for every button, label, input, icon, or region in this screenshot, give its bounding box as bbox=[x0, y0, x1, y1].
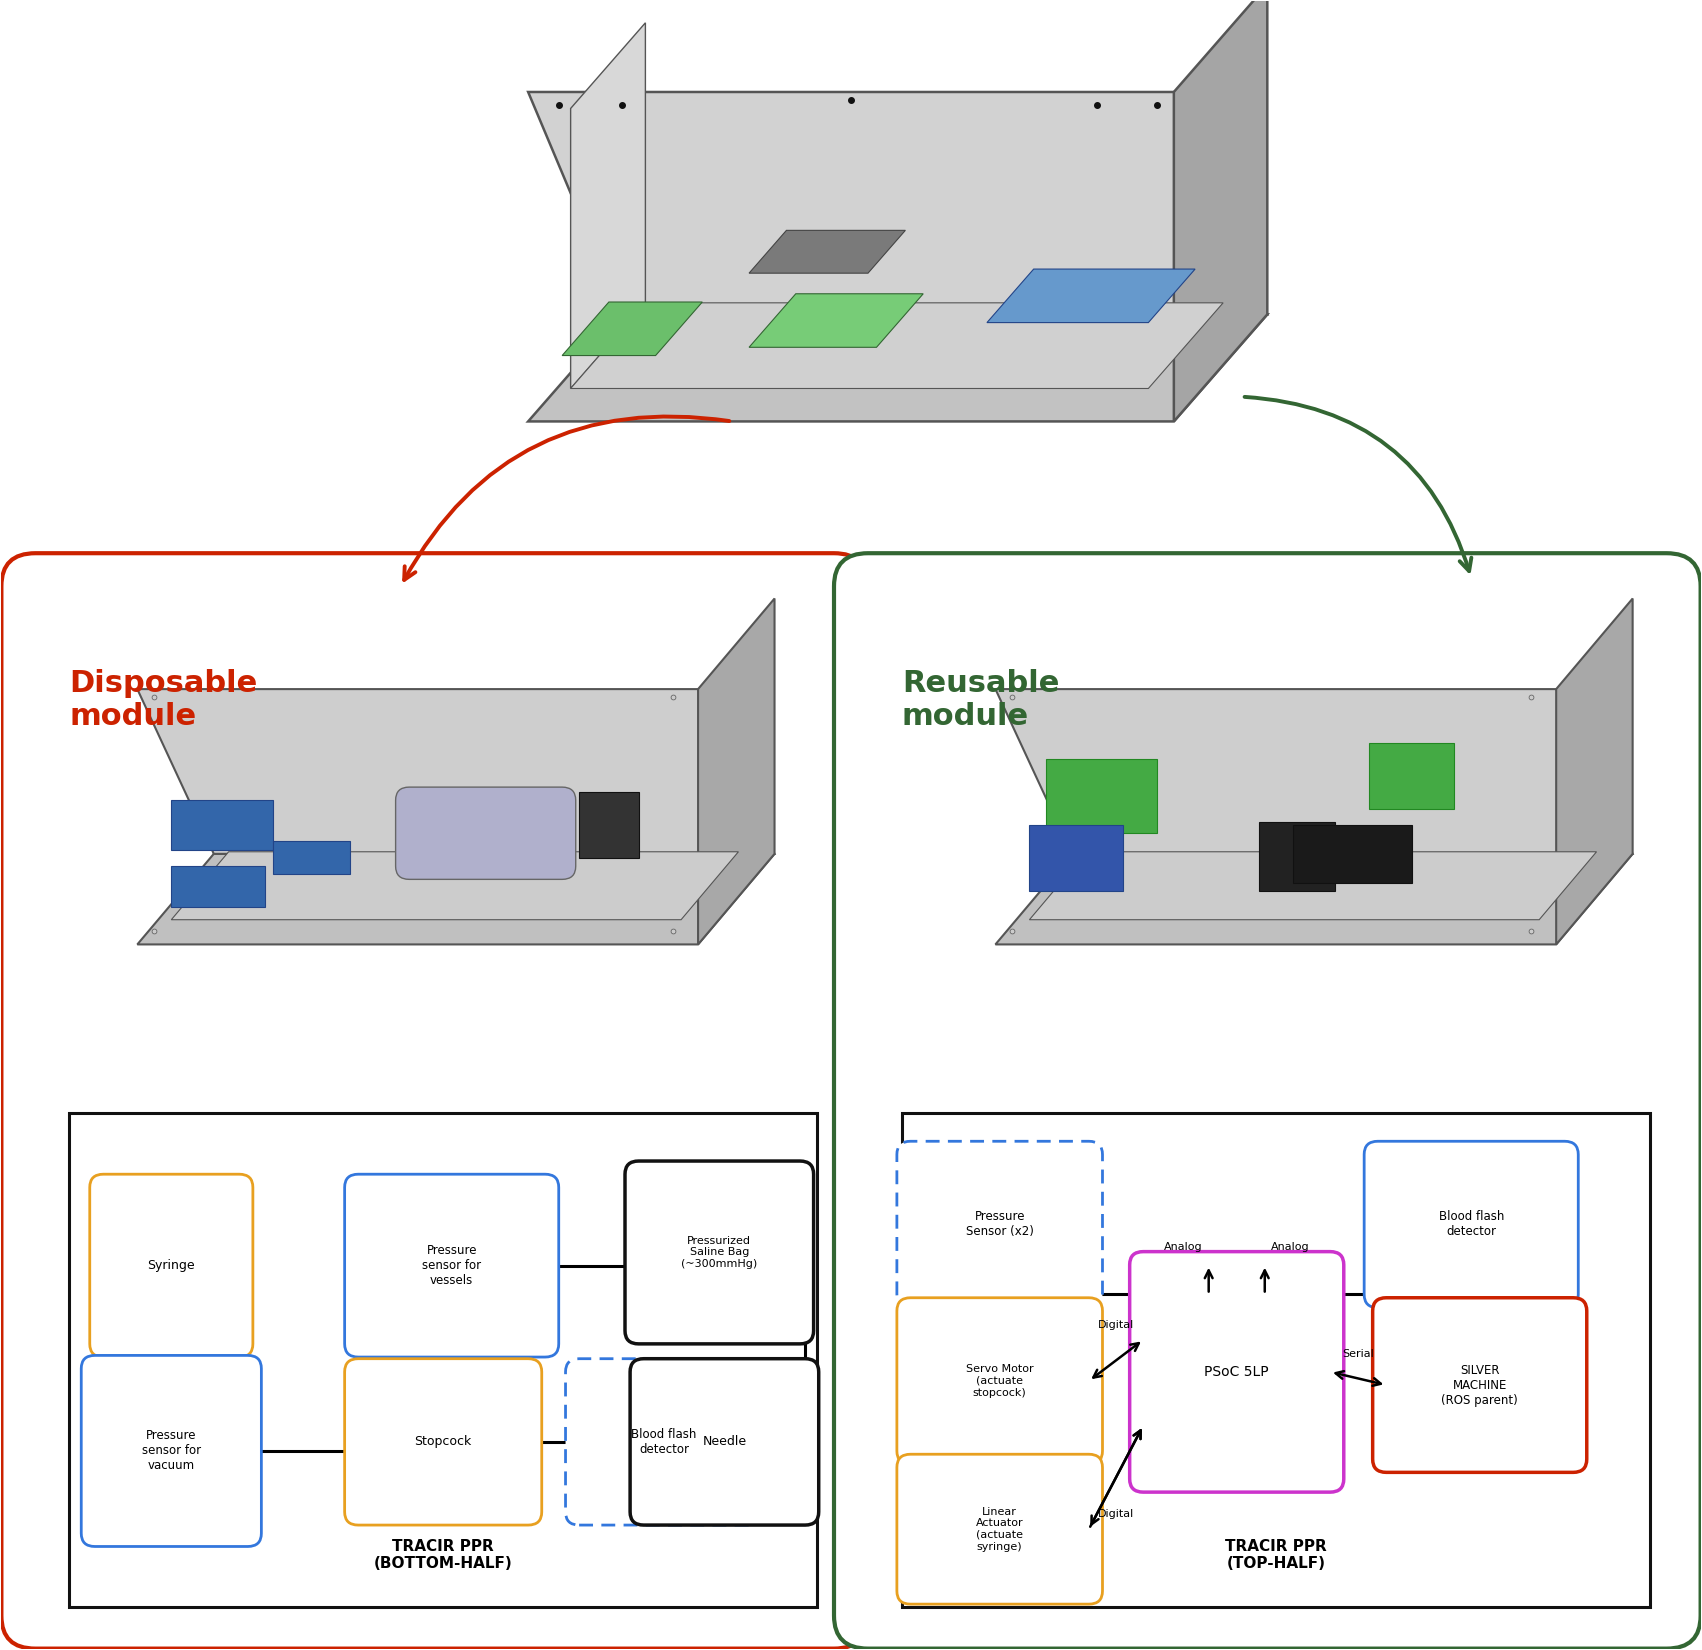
FancyArrowPatch shape bbox=[1244, 398, 1471, 571]
FancyBboxPatch shape bbox=[834, 553, 1700, 1648]
Text: Pressure
sensor for
vacuum: Pressure sensor for vacuum bbox=[141, 1429, 201, 1472]
Text: PSoC 5LP: PSoC 5LP bbox=[1205, 1365, 1270, 1379]
Text: Blood flash
detector: Blood flash detector bbox=[1438, 1211, 1505, 1239]
Polygon shape bbox=[1174, 0, 1268, 421]
Text: Serial: Serial bbox=[1343, 1348, 1374, 1358]
Text: Needle: Needle bbox=[703, 1436, 747, 1449]
Polygon shape bbox=[749, 294, 922, 346]
FancyBboxPatch shape bbox=[579, 792, 638, 858]
FancyBboxPatch shape bbox=[274, 842, 349, 874]
FancyBboxPatch shape bbox=[1370, 742, 1454, 808]
Text: Linear
Actuator
(actuate
syringe): Linear Actuator (actuate syringe) bbox=[975, 1506, 1023, 1551]
FancyBboxPatch shape bbox=[1372, 1299, 1586, 1472]
Text: TRACIR PPR
(BOTTOM-HALF): TRACIR PPR (BOTTOM-HALF) bbox=[374, 1539, 512, 1571]
FancyBboxPatch shape bbox=[344, 1358, 541, 1525]
FancyBboxPatch shape bbox=[82, 1355, 262, 1546]
Text: Reusable
module: Reusable module bbox=[902, 668, 1059, 731]
Text: Pressure
sensor for
vessels: Pressure sensor for vessels bbox=[422, 1244, 482, 1287]
FancyBboxPatch shape bbox=[565, 1358, 762, 1525]
Polygon shape bbox=[996, 853, 1632, 944]
FancyBboxPatch shape bbox=[1259, 822, 1336, 891]
FancyBboxPatch shape bbox=[1030, 825, 1123, 891]
Text: Disposable
module: Disposable module bbox=[70, 668, 257, 731]
Polygon shape bbox=[1030, 851, 1596, 919]
Polygon shape bbox=[749, 231, 905, 274]
FancyBboxPatch shape bbox=[897, 1454, 1103, 1604]
Text: Digital: Digital bbox=[1098, 1320, 1134, 1330]
Polygon shape bbox=[528, 315, 1268, 421]
FancyBboxPatch shape bbox=[70, 1114, 817, 1607]
FancyBboxPatch shape bbox=[1130, 1252, 1345, 1492]
Text: Pressurized
Saline Bag
(~300mmHg): Pressurized Saline Bag (~300mmHg) bbox=[681, 1236, 757, 1269]
Polygon shape bbox=[570, 304, 1224, 388]
Polygon shape bbox=[172, 851, 739, 919]
Polygon shape bbox=[698, 599, 774, 944]
Text: Analog: Analog bbox=[1164, 1242, 1203, 1252]
Polygon shape bbox=[996, 690, 1632, 853]
FancyBboxPatch shape bbox=[1365, 1142, 1578, 1308]
FancyBboxPatch shape bbox=[630, 1358, 819, 1525]
Text: Syringe: Syringe bbox=[148, 1259, 196, 1272]
Text: SILVER
MACHINE
(ROS parent): SILVER MACHINE (ROS parent) bbox=[1442, 1363, 1518, 1406]
FancyBboxPatch shape bbox=[2, 553, 868, 1648]
Polygon shape bbox=[1556, 599, 1632, 944]
Text: Blood flash
detector: Blood flash detector bbox=[631, 1427, 696, 1455]
Polygon shape bbox=[562, 302, 703, 355]
Polygon shape bbox=[987, 269, 1195, 323]
FancyBboxPatch shape bbox=[344, 1175, 558, 1356]
Text: TRACIR PPR
(TOP-HALF): TRACIR PPR (TOP-HALF) bbox=[1225, 1539, 1326, 1571]
Polygon shape bbox=[570, 23, 645, 388]
FancyBboxPatch shape bbox=[897, 1299, 1103, 1464]
FancyBboxPatch shape bbox=[1294, 825, 1411, 883]
Text: Stopcock: Stopcock bbox=[415, 1436, 471, 1449]
FancyBboxPatch shape bbox=[90, 1175, 254, 1356]
Polygon shape bbox=[528, 92, 1268, 315]
FancyArrowPatch shape bbox=[403, 416, 730, 579]
FancyBboxPatch shape bbox=[625, 1162, 814, 1343]
Text: Digital: Digital bbox=[1098, 1510, 1134, 1520]
FancyBboxPatch shape bbox=[897, 1142, 1103, 1308]
Polygon shape bbox=[138, 853, 774, 944]
FancyBboxPatch shape bbox=[172, 866, 266, 908]
FancyBboxPatch shape bbox=[1047, 759, 1157, 833]
FancyBboxPatch shape bbox=[395, 787, 575, 879]
FancyBboxPatch shape bbox=[902, 1114, 1649, 1607]
Polygon shape bbox=[138, 690, 774, 853]
Text: Pressure
Sensor (x2): Pressure Sensor (x2) bbox=[965, 1211, 1033, 1239]
Text: Servo Motor
(actuate
stopcock): Servo Motor (actuate stopcock) bbox=[965, 1365, 1033, 1398]
FancyBboxPatch shape bbox=[172, 800, 274, 850]
Text: Analog: Analog bbox=[1271, 1242, 1309, 1252]
